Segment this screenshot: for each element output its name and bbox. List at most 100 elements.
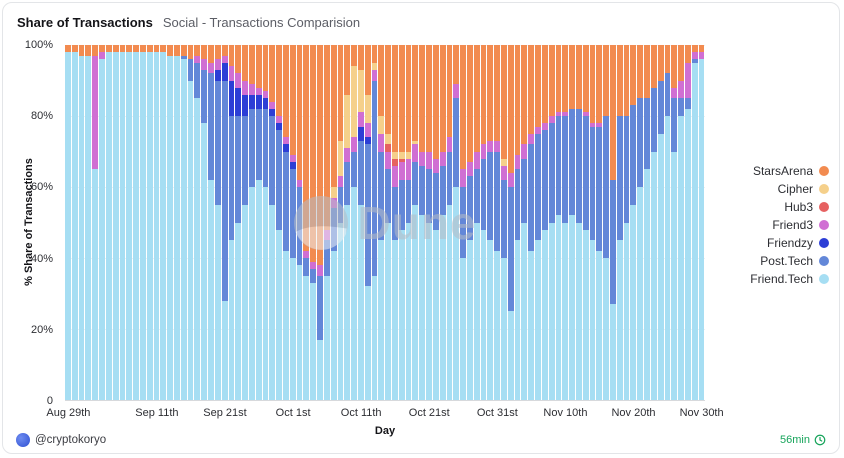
legend-item-hub3[interactable]: Hub3 — [784, 200, 829, 214]
stacked-bar[interactable] — [650, 45, 657, 400]
stacked-bar[interactable] — [419, 45, 426, 400]
stacked-bar[interactable] — [112, 45, 119, 400]
stacked-bar[interactable] — [303, 45, 310, 400]
stacked-bar[interactable] — [180, 45, 187, 400]
stacked-bar[interactable] — [357, 45, 364, 400]
stacked-bar[interactable] — [78, 45, 85, 400]
stacked-bar[interactable] — [228, 45, 235, 400]
stacked-bar[interactable] — [589, 45, 596, 400]
stacked-bar[interactable] — [392, 45, 398, 400]
stacked-bar[interactable] — [439, 45, 446, 400]
stacked-bar[interactable] — [235, 45, 242, 400]
stacked-bar[interactable] — [698, 45, 705, 400]
stacked-bar[interactable] — [453, 45, 460, 400]
stacked-bar[interactable] — [603, 45, 609, 400]
stacked-bar[interactable] — [378, 45, 385, 400]
stacked-bar[interactable] — [153, 45, 160, 400]
stacked-bar[interactable] — [262, 45, 269, 400]
stacked-bar[interactable] — [582, 45, 589, 400]
stacked-bar[interactable] — [514, 45, 521, 400]
stacked-bar[interactable] — [167, 45, 173, 400]
stacked-bar[interactable] — [323, 45, 330, 400]
stacked-bar[interactable] — [221, 45, 228, 400]
stacked-bar[interactable] — [562, 45, 569, 400]
stacked-bar[interactable] — [432, 45, 439, 400]
stacked-bar[interactable] — [501, 45, 507, 400]
legend-item-friend3[interactable]: Friend3 — [772, 218, 829, 232]
stacked-bar[interactable] — [371, 45, 378, 400]
stacked-bar[interactable] — [521, 45, 528, 400]
stacked-bar[interactable] — [174, 45, 180, 400]
stacked-bar[interactable] — [460, 45, 466, 400]
stacked-bar[interactable] — [351, 45, 357, 400]
stacked-bar[interactable] — [507, 45, 514, 400]
stacked-bar[interactable] — [296, 45, 303, 400]
stacked-bar[interactable] — [480, 45, 487, 400]
stacked-bar[interactable] — [466, 45, 473, 400]
stacked-bar[interactable] — [119, 45, 126, 400]
stacked-bar[interactable] — [133, 45, 139, 400]
stacked-bar[interactable] — [214, 45, 221, 400]
stacked-bar[interactable] — [684, 45, 691, 400]
stacked-bar[interactable] — [664, 45, 671, 400]
stacked-bar[interactable] — [201, 45, 208, 400]
stacked-bar[interactable] — [194, 45, 201, 400]
stacked-bar[interactable] — [146, 45, 153, 400]
stacked-bar[interactable] — [105, 45, 112, 400]
stacked-bar[interactable] — [255, 45, 262, 400]
stacked-bar[interactable] — [99, 45, 105, 400]
stacked-bar[interactable] — [487, 45, 494, 400]
legend-item-post-tech[interactable]: Post.Tech — [760, 254, 829, 268]
stacked-bar[interactable] — [596, 45, 603, 400]
legend-item-cipher[interactable]: Cipher — [778, 182, 829, 196]
stacked-bar[interactable] — [310, 45, 317, 400]
stacked-bar[interactable] — [364, 45, 371, 400]
legend-item-friendzy[interactable]: Friendzy — [767, 236, 829, 250]
legend-item-starsarena[interactable]: StarsArena — [753, 164, 829, 178]
stacked-bar[interactable] — [446, 45, 453, 400]
stacked-bar[interactable] — [330, 45, 337, 400]
stacked-bar[interactable] — [535, 45, 541, 400]
stacked-bar[interactable] — [85, 45, 92, 400]
stacked-bar[interactable] — [610, 45, 616, 400]
author-credit[interactable]: @cryptokoryo — [16, 433, 106, 447]
stacked-bar[interactable] — [671, 45, 678, 400]
stacked-bar[interactable] — [71, 45, 78, 400]
stacked-bar[interactable] — [187, 45, 194, 400]
stacked-bar[interactable] — [630, 45, 637, 400]
stacked-bar[interactable] — [569, 45, 575, 400]
stacked-bar[interactable] — [473, 45, 480, 400]
stacked-bar[interactable] — [623, 45, 630, 400]
refresh-status[interactable]: 56min — [780, 434, 826, 446]
stacked-bar[interactable] — [160, 45, 167, 400]
stacked-bar[interactable] — [678, 45, 684, 400]
stacked-bar[interactable] — [337, 45, 344, 400]
stacked-bar[interactable] — [344, 45, 351, 400]
legend-item-friend-tech[interactable]: Friend.Tech — [750, 272, 829, 286]
stacked-bar[interactable] — [398, 45, 405, 400]
stacked-bar[interactable] — [208, 45, 214, 400]
stacked-bar[interactable] — [276, 45, 282, 400]
stacked-bar[interactable] — [248, 45, 255, 400]
stacked-bar[interactable] — [426, 45, 432, 400]
stacked-bar[interactable] — [657, 45, 664, 400]
stacked-bar[interactable] — [555, 45, 562, 400]
stacked-bar[interactable] — [139, 45, 146, 400]
stacked-bar[interactable] — [644, 45, 650, 400]
stacked-bar[interactable] — [637, 45, 644, 400]
stacked-bar[interactable] — [575, 45, 582, 400]
stacked-bar[interactable] — [548, 45, 555, 400]
stacked-bar[interactable] — [412, 45, 419, 400]
stacked-bar[interactable] — [242, 45, 248, 400]
stacked-bar[interactable] — [541, 45, 548, 400]
stacked-bar[interactable] — [385, 45, 391, 400]
stacked-bar[interactable] — [289, 45, 296, 400]
stacked-bar[interactable] — [494, 45, 500, 400]
stacked-bar[interactable] — [283, 45, 289, 400]
stacked-bar[interactable] — [269, 45, 276, 400]
stacked-bar[interactable] — [691, 45, 698, 400]
stacked-bar[interactable] — [317, 45, 323, 400]
stacked-bar[interactable] — [616, 45, 623, 400]
stacked-bar[interactable] — [92, 45, 99, 400]
stacked-bar[interactable] — [65, 45, 71, 400]
